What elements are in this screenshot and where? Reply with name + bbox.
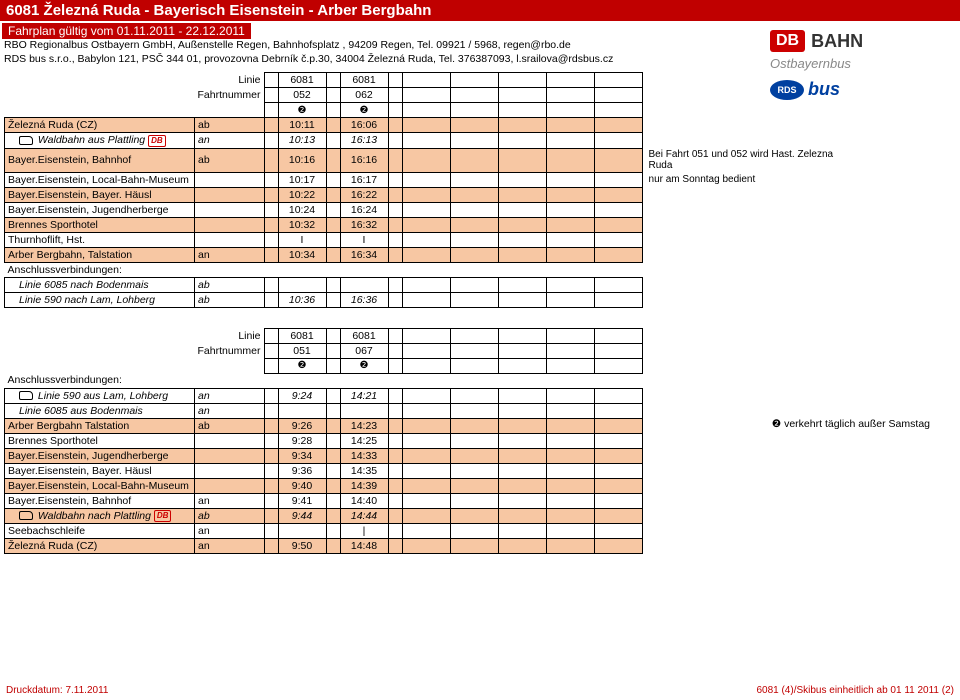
rds-logo: RDS xyxy=(770,80,804,100)
rds-bus-text: bus xyxy=(808,79,840,100)
stop-name: Bayer.Eisenstein, Local-Bahn-Museum xyxy=(8,174,189,186)
timetable-row: Arber Bergbahn Talstationab9:2614:23 xyxy=(5,418,643,433)
timetable-row: Železná Ruda (CZ)ab10:1116:06 xyxy=(5,118,843,133)
stop-name: Thurnhoflift, Hst. xyxy=(8,234,85,246)
validity: Fahrplan gültig vom 01.11.2011 - 22.12.2… xyxy=(2,23,251,39)
bus-icon xyxy=(19,136,33,145)
timetable-row: Bayer.Eisenstein, Jugendherberge10:2416:… xyxy=(5,202,843,217)
stop-name: Linie 6085 aus Bodenmais xyxy=(19,405,143,417)
bahn-text: BAHN xyxy=(811,31,863,52)
timetable-row: Brennes Sporthotel10:3216:32 xyxy=(5,217,843,232)
timetable-row: Bayer.Eisenstein, Bayer. Häusl9:3614:35 xyxy=(5,463,643,478)
legend-note: ❷ verkehrt täglich außer Samstag xyxy=(772,418,930,430)
stop-name: Arber Bergbahn, Talstation xyxy=(8,249,132,261)
timetable-row: Bayer.Eisenstein, Bayer. Häusl10:2216:22 xyxy=(5,187,843,202)
stop-name: Bayer.Eisenstein, Jugendherberge xyxy=(8,450,169,462)
timetable-row: Thurnhoflift, Hst.II xyxy=(5,232,843,247)
stop-name: Bayer.Eisenstein, Bahnhof xyxy=(8,495,131,507)
timetable-row: Bayer.Eisenstein, Local-Bahn-Museum10:17… xyxy=(5,172,843,187)
stop-name: Linie 590 aus Lam, Lohberg xyxy=(38,390,168,402)
doc-id: 6081 (4)/Skibus einheitlich ab 01 11 201… xyxy=(756,685,954,696)
db-logo: DB xyxy=(770,30,805,52)
db-inline-icon: DB xyxy=(148,135,166,147)
timetable-row: Waldbahn aus Plattling DBan10:1316:13 xyxy=(5,133,843,148)
ostbayernbus-text: Ostbayernbus xyxy=(770,56,950,71)
stop-name: Linie 6085 nach Bodenmais xyxy=(19,279,149,291)
timetable-return: Linie60816081Fahrtnummer051067❷❷Anschlus… xyxy=(4,328,643,554)
bus-icon xyxy=(19,511,33,520)
stop-name: Brennes Sporthotel xyxy=(8,219,98,231)
timetable-row: Arber Bergbahn, Talstationan10:3416:34 xyxy=(5,247,843,262)
stop-name: Brennes Sporthotel xyxy=(8,435,98,447)
stop-name: Linie 590 nach Lam, Lohberg xyxy=(19,294,155,306)
stop-name: Bayer.Eisenstein, Bayer. Häusl xyxy=(8,465,152,477)
footer: Druckdatum: 7.11.2011 6081 (4)/Skibus ei… xyxy=(6,685,954,696)
timetable-row: Waldbahn nach Plattling DBab9:4414:44 xyxy=(5,508,643,523)
timetable-row: Seebachschleifean| xyxy=(5,523,643,538)
timetable-row: Bayer.Eisenstein, Jugendherberge9:3414:3… xyxy=(5,448,643,463)
stop-name: Seebachschleife xyxy=(8,525,85,537)
stop-name: Bayer.Eisenstein, Jugendherberge xyxy=(8,204,169,216)
timetable-row: Brennes Sporthotel9:2814:25 xyxy=(5,433,643,448)
stop-name: Železná Ruda (CZ) xyxy=(8,119,97,131)
logos: DB BAHN Ostbayernbus RDS bus xyxy=(770,30,950,100)
db-inline-icon: DB xyxy=(154,510,172,522)
timetable-row: Bayer.Eisenstein, Bahnhofab10:1616:16Bei… xyxy=(5,148,843,172)
timetable-row: Bayer.Eisenstein, Local-Bahn-Museum9:401… xyxy=(5,478,643,493)
route-title: 6081 Železná Ruda - Bayerisch Eisenstein… xyxy=(0,0,960,21)
stop-name: Waldbahn aus Plattling xyxy=(38,134,145,146)
print-date: Druckdatum: 7.11.2011 xyxy=(6,685,108,696)
timetable-row: Bayer.Eisenstein, Bahnhofan9:4114:40 xyxy=(5,493,643,508)
stop-name: Železná Ruda (CZ) xyxy=(8,540,97,552)
stop-name: Arber Bergbahn Talstation xyxy=(8,420,129,432)
stop-name: Bayer.Eisenstein, Bahnhof xyxy=(8,154,131,166)
timetable-row: Železná Ruda (CZ)an9:5014:48 xyxy=(5,538,643,553)
stop-name: Waldbahn nach Plattling xyxy=(38,510,151,522)
bus-icon xyxy=(19,391,33,400)
stop-name: Bayer.Eisenstein, Bayer. Häusl xyxy=(8,189,152,201)
timetable-outbound: Linie60816081Fahrtnummer052062❷❷Železná … xyxy=(4,72,843,307)
stop-name: Bayer.Eisenstein, Local-Bahn-Museum xyxy=(8,480,189,492)
